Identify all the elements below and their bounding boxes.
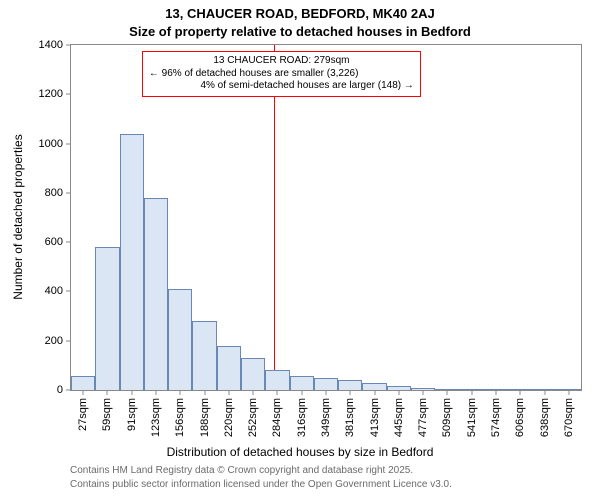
x-tick-mark xyxy=(326,390,327,395)
y-tick-mark xyxy=(66,340,71,341)
plot-area: 13 CHAUCER ROAD: 279sqm ← 96% of detache… xyxy=(70,44,582,391)
histogram-bar xyxy=(95,247,119,390)
histogram-bar xyxy=(217,346,241,390)
x-tick-mark xyxy=(398,390,399,395)
x-tick-mark xyxy=(568,390,569,395)
x-tick-label: 349sqm xyxy=(320,398,332,437)
chart-title-line1: 13, CHAUCER ROAD, BEDFORD, MK40 2AJ xyxy=(0,6,600,21)
histogram-bar xyxy=(314,378,338,390)
annotation-line3: 4% of semi-detached houses are larger (1… xyxy=(149,80,414,93)
histogram-bar xyxy=(120,134,144,390)
y-tick-mark xyxy=(66,94,71,95)
x-tick-mark xyxy=(204,390,205,395)
x-tick-label: 574sqm xyxy=(490,398,502,437)
histogram-bar xyxy=(144,198,168,390)
y-tick-mark xyxy=(66,143,71,144)
y-tick-mark xyxy=(66,45,71,46)
x-tick-label: 413sqm xyxy=(369,398,381,437)
x-tick-label: 316sqm xyxy=(296,398,308,437)
x-tick-mark xyxy=(496,390,497,395)
x-tick-label: 188sqm xyxy=(199,398,211,437)
x-tick-mark xyxy=(107,390,108,395)
annotation-line2: ← 96% of detached houses are smaller (3,… xyxy=(149,68,414,81)
x-tick-label: 606sqm xyxy=(514,398,526,437)
x-tick-label: 670sqm xyxy=(563,398,575,437)
x-tick-mark xyxy=(471,390,472,395)
annotation-box: 13 CHAUCER ROAD: 279sqm ← 96% of detache… xyxy=(142,51,421,97)
x-tick-mark xyxy=(423,390,424,395)
x-tick-mark xyxy=(350,390,351,395)
y-tick-mark xyxy=(66,192,71,193)
x-tick-mark xyxy=(520,390,521,395)
histogram-bar xyxy=(241,358,265,390)
x-tick-label: 156sqm xyxy=(174,398,186,437)
x-tick-mark xyxy=(544,390,545,395)
x-tick-mark xyxy=(156,390,157,395)
x-tick-label: 123sqm xyxy=(150,398,162,437)
x-tick-mark xyxy=(228,390,229,395)
histogram-bar xyxy=(71,376,95,390)
y-axis-label: Number of detached properties xyxy=(11,134,25,299)
annotation-line1: 13 CHAUCER ROAD: 279sqm xyxy=(149,55,414,68)
x-tick-label: 220sqm xyxy=(223,398,235,437)
x-tick-label: 638sqm xyxy=(539,398,551,437)
x-tick-label: 477sqm xyxy=(417,398,429,437)
x-tick-mark xyxy=(83,390,84,395)
x-axis-label: Distribution of detached houses by size … xyxy=(0,445,600,459)
x-tick-label: 59sqm xyxy=(101,398,113,431)
credit-line2: Contains public sector information licen… xyxy=(70,479,452,490)
histogram-bar xyxy=(290,376,314,390)
histogram-bar xyxy=(168,289,192,390)
x-tick-label: 252sqm xyxy=(247,398,259,437)
x-tick-mark xyxy=(131,390,132,395)
x-tick-mark xyxy=(447,390,448,395)
credit-line1: Contains HM Land Registry data © Crown c… xyxy=(70,465,413,476)
y-tick-mark xyxy=(66,291,71,292)
histogram-bar xyxy=(362,383,386,390)
x-tick-label: 541sqm xyxy=(466,398,478,437)
x-tick-label: 91sqm xyxy=(126,398,138,431)
x-tick-mark xyxy=(277,390,278,395)
x-tick-mark xyxy=(253,390,254,395)
x-tick-label: 445sqm xyxy=(393,398,405,437)
x-tick-label: 27sqm xyxy=(77,398,89,431)
x-tick-mark xyxy=(180,390,181,395)
x-tick-mark xyxy=(301,390,302,395)
x-tick-label: 381sqm xyxy=(344,398,356,437)
histogram-bar xyxy=(338,380,362,390)
histogram-bar xyxy=(192,321,216,390)
chart-title-line2: Size of property relative to detached ho… xyxy=(0,24,600,39)
histogram-bar xyxy=(265,370,289,390)
x-tick-label: 509sqm xyxy=(441,398,453,437)
property-marker-line xyxy=(274,45,275,390)
y-tick-mark xyxy=(66,242,71,243)
x-tick-label: 284sqm xyxy=(271,398,283,437)
x-tick-mark xyxy=(374,390,375,395)
